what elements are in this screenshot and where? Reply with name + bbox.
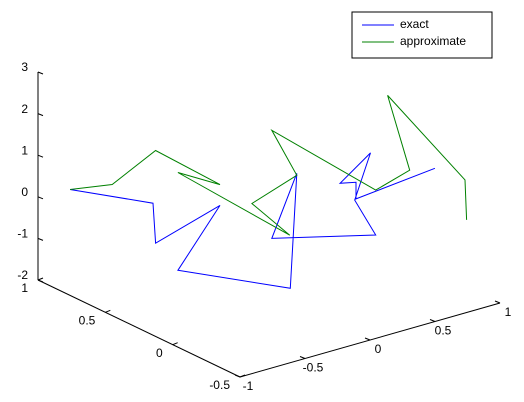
z-tick (37, 113, 44, 117)
y-tick (105, 309, 111, 313)
y-axis (37, 279, 241, 378)
data-line (70, 95, 468, 236)
z-tick-label: 0 (21, 185, 28, 199)
z-tick (37, 196, 44, 200)
x-tick (364, 337, 371, 341)
legend-label: exact (400, 17, 429, 31)
x-tick-label: 1 (505, 305, 512, 319)
y-tick (172, 342, 178, 346)
z-tick-label: 3 (21, 60, 28, 74)
z-tick-label: -2 (17, 268, 28, 282)
z-tick-label: -1 (17, 227, 28, 241)
x-tick (494, 300, 501, 304)
y-tick-label: 0 (156, 346, 163, 360)
x-tick (429, 319, 436, 322)
legend: exact approximate (351, 11, 493, 59)
z-tick-label: 1 (21, 143, 28, 157)
z-tick-label: 2 (21, 102, 28, 116)
data-line (70, 152, 436, 289)
y-tick-label: -0.5 (209, 378, 230, 392)
x-tick (234, 374, 241, 378)
y-tick (239, 374, 246, 378)
z-tick (37, 237, 44, 241)
x-tick (299, 356, 306, 359)
y-tick (37, 277, 44, 281)
y-tick-label: 1 (21, 281, 28, 295)
z-tick (37, 154, 44, 158)
z-tick (37, 279, 44, 283)
x-tick-label: -0.5 (303, 361, 324, 375)
z-tick (37, 71, 44, 75)
x-tick-label: -1 (243, 379, 254, 393)
legend-label: approximate (400, 34, 466, 48)
x-tick-label: 0.5 (435, 324, 452, 338)
legend-box (351, 11, 493, 59)
x-tick-label: 0 (375, 342, 382, 356)
y-tick-label: 0.5 (79, 314, 96, 328)
